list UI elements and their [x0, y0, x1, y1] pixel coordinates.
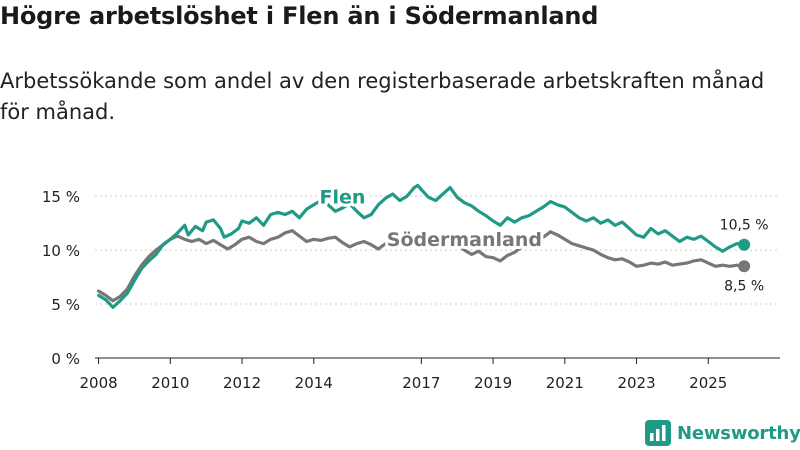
x-tick-label: 2014	[295, 374, 333, 392]
y-tick-label: 0 %	[51, 350, 80, 368]
x-tick-label: 2023	[617, 374, 655, 392]
x-tick-label: 2025	[689, 374, 727, 392]
series-line-flen	[97, 183, 746, 309]
series-labels: 10,5 %8,5 %FlenFlenSödermanlandSödermanl…	[317, 184, 769, 295]
brand-name: Newsworthy	[677, 422, 800, 444]
newsworthy-brand[interactable]: Newsworthy	[645, 420, 800, 446]
end-value-label: 10,5 %	[720, 218, 769, 234]
y-axis-tick-labels: 0 % 5 % 10 % 15 %	[42, 188, 80, 368]
series-end-marker	[738, 238, 751, 251]
x-tick-label: 2017	[402, 374, 440, 392]
x-tick-label: 2021	[546, 374, 584, 392]
series-name-label: Södermanland	[387, 229, 542, 251]
y-tick-label: 15 %	[42, 188, 80, 206]
x-tick-label: 2010	[151, 374, 189, 392]
series-name-label: Flen	[320, 187, 366, 209]
x-tick-label: 2008	[79, 374, 117, 392]
chart-title: Högre arbetslöshet i Flen än i Södermanl…	[0, 2, 599, 30]
newsworthy-logo-icon	[645, 420, 671, 446]
y-tick-label: 10 %	[42, 242, 80, 260]
x-tick-label: 2012	[223, 374, 261, 392]
series-name-halo: Södermanland	[387, 229, 542, 251]
series-line-södermanland	[97, 229, 746, 303]
series-lines	[97, 183, 751, 309]
series-end-marker	[738, 260, 751, 273]
x-axis: 2008 2010 2012 2014 2017 2019 2021 2023 2025	[79, 357, 780, 392]
y-tick-label: 5 %	[51, 296, 80, 314]
end-value-label: 8,5 %	[724, 278, 764, 294]
x-tick-label: 2019	[474, 374, 512, 392]
grid-lines	[95, 195, 780, 305]
chart-subtitle: Arbetssökande som andel av den registerb…	[0, 69, 765, 124]
series-name-halo: Flen	[320, 187, 366, 209]
